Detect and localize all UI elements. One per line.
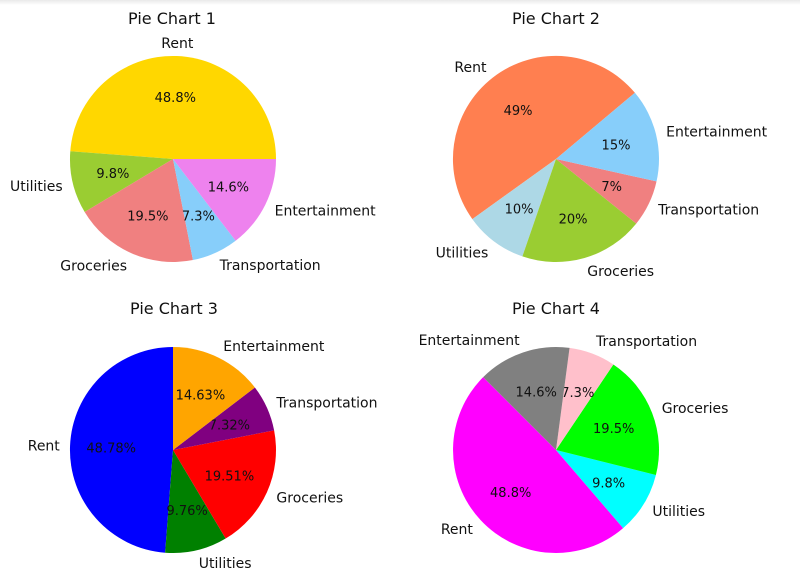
percent-label: 20% [559, 212, 588, 227]
pie-slice-utilities [69, 151, 173, 212]
percent-label: 9.8% [592, 477, 625, 492]
slice-label-entertainment: Entertainment [223, 339, 325, 355]
slice-label-rent: Rent [454, 60, 487, 76]
percent-label: 14.63% [176, 389, 226, 404]
chart-title: Pie Chart 1 [128, 9, 216, 28]
slice-label-rent: Rent [441, 522, 474, 538]
percent-label: 19.51% [205, 469, 255, 484]
pie-slice-entertainment [556, 92, 660, 182]
percent-label: 48.8% [155, 91, 196, 106]
pie-chart-4: Pie Chart 4 48.8% Rent 9.8% Utilities 19.5% G… [419, 299, 729, 553]
slice-label-utilities: Utilities [436, 245, 489, 261]
slice-label-groceries: Groceries [587, 264, 654, 280]
slice-label-utilities: Utilities [199, 556, 252, 572]
slice-label-rent: Rent [28, 439, 61, 455]
pie-slice-transportation [556, 159, 657, 224]
percent-label: 10% [505, 203, 534, 218]
pie-chart-2: Pie Chart 2 49% Rent 10% Utilities 20% Grocer… [436, 9, 768, 280]
slice-label-transportation: Transportation [275, 395, 377, 411]
percent-label: 49% [504, 104, 533, 119]
pie-slice-entertainment [483, 347, 570, 450]
pie-slice-entertainment [173, 346, 255, 450]
pie-slice-rent [70, 55, 276, 159]
slice-label-groceries: Groceries [276, 491, 343, 507]
pie-slice-entertainment [173, 159, 276, 241]
percent-label: 7.32% [209, 419, 250, 434]
pie-slice-groceries [84, 159, 193, 262]
percent-label: 19.5% [593, 422, 634, 437]
slice-label-groceries: Groceries [662, 401, 729, 417]
slice-label-utilities: Utilities [10, 179, 63, 195]
slice-label-rent: Rent [161, 36, 194, 52]
pie-slice-utilities [556, 450, 656, 529]
slice-label-entertainment: Entertainment [666, 124, 768, 140]
slice-label-utilities: Utilities [652, 504, 705, 520]
percent-label: 48.78% [86, 442, 136, 457]
pie-slice-groceries [522, 159, 637, 262]
slice-label-entertainment: Entertainment [419, 333, 521, 349]
pie-slice-rent [453, 377, 624, 553]
percent-label: 48.8% [490, 486, 531, 501]
percent-label: 14.6% [516, 386, 557, 401]
chart-title: Pie Chart 2 [512, 9, 600, 28]
pie-slice-transportation [173, 387, 275, 450]
pie-slice-groceries [556, 364, 659, 475]
percent-label: 7.3% [182, 209, 215, 224]
percent-label: 14.6% [208, 180, 249, 195]
percent-label: 7.3% [561, 386, 594, 401]
chart-title: Pie Chart 3 [130, 299, 218, 318]
pie-slice-groceries [173, 430, 276, 539]
pie-slice-utilities [472, 159, 556, 257]
percent-label: 19.5% [127, 210, 168, 225]
pie-chart-1: Pie Chart 1 48.8% Rent 9.8% Utilities 19.5% G… [10, 9, 376, 274]
slice-label-groceries: Groceries [60, 258, 127, 274]
percent-label: 7% [601, 180, 622, 195]
slice-label-transportation: Transportation [219, 258, 321, 274]
pie-slice-rent [69, 347, 173, 553]
slice-label-entertainment: Entertainment [275, 204, 377, 220]
slice-label-transportation: Transportation [595, 334, 697, 350]
percent-label: 9.8% [96, 167, 129, 182]
pie-slice-utilities [165, 450, 226, 554]
pie-slice-transportation [556, 347, 614, 450]
pie-chart-3: Pie Chart 3 48.78% Rent 9.76% Utilities 19.5… [28, 299, 378, 572]
window-top-edge [0, 0, 800, 5]
pie-slice-transportation [173, 159, 236, 261]
pie-slice-rent [452, 55, 635, 220]
slice-label-transportation: Transportation [657, 202, 759, 218]
percent-label: 15% [602, 138, 631, 153]
chart-title: Pie Chart 4 [512, 299, 600, 318]
percent-label: 9.76% [166, 504, 207, 519]
